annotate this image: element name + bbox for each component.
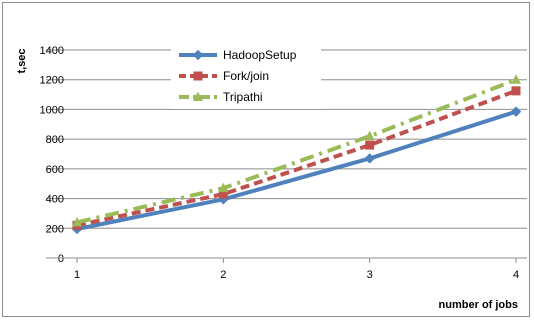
- x-tick-label: 3: [367, 269, 373, 281]
- legend-label: HadoopSetup: [223, 48, 297, 62]
- legend-item: HadoopSetup: [179, 48, 297, 62]
- x-tick-label: 4: [513, 269, 519, 281]
- x-axis-label: number of jobs: [439, 299, 518, 311]
- data-point-triangle: [72, 216, 82, 227]
- legend-item: Fork/join: [179, 69, 269, 83]
- series-line: [76, 109, 517, 231]
- legend-label: Tripathi: [223, 90, 263, 104]
- data-point-square: [511, 86, 521, 96]
- data-point-triangle: [511, 74, 521, 84]
- series-layer: [71, 74, 522, 235]
- data-point-square: [218, 189, 228, 199]
- x-tick-label: 1: [74, 269, 80, 281]
- y-tick-label: 1200: [40, 75, 64, 87]
- series-tripathi: [72, 74, 521, 227]
- data-point-square: [193, 71, 203, 81]
- series-line: [76, 88, 517, 228]
- y-axis-label: t,sec: [16, 48, 28, 73]
- chart-area: 0 200 400 600 800 1000 1200 1400 1 2 3 4 HadoopSet…: [2, 2, 530, 317]
- x-tick-label: 2: [220, 269, 226, 281]
- y-axis-ticks: 0 200 400 600 800 1000 1200 1400: [40, 45, 64, 265]
- x-axis-ticks: 1 2 3 4: [74, 258, 519, 281]
- series-line: [76, 77, 517, 225]
- line-chart: 0 200 400 600 800 1000 1200 1400 1 2 3 4 HadoopSet…: [16, 43, 527, 311]
- legend-item: Tripathi: [179, 90, 263, 104]
- data-point-triangle: [193, 91, 203, 101]
- data-point-triangle: [364, 130, 375, 141]
- data-point-diamond: [510, 106, 522, 117]
- y-tick-label: 1000: [40, 104, 64, 116]
- legend-label: Fork/join: [223, 69, 269, 83]
- data-point-diamond: [192, 49, 204, 61]
- y-tick-label: 200: [46, 223, 64, 235]
- y-tick-label: 600: [46, 164, 64, 176]
- y-tick-label: 400: [46, 194, 64, 206]
- data-point-diamond: [364, 153, 375, 164]
- y-tick-label: 0: [58, 253, 64, 265]
- data-point-triangle: [218, 182, 229, 193]
- y-tick-label: 1400: [40, 45, 64, 57]
- y-tick-label: 800: [46, 134, 64, 146]
- legend: HadoopSetup Fork/join Tripathi: [171, 43, 321, 109]
- data-point-square: [365, 140, 375, 150]
